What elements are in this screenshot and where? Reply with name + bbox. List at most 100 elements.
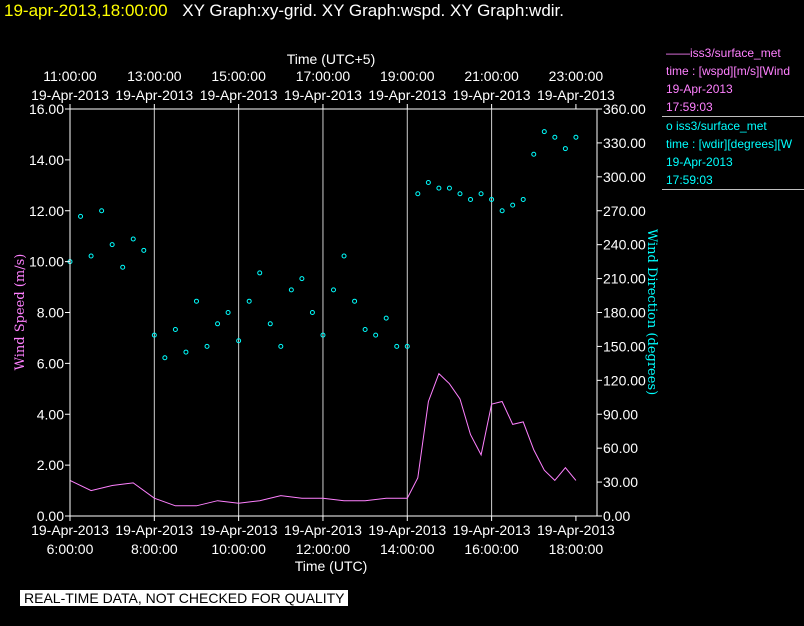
y-tick-label-right: 120.00 [603,372,646,388]
x-tick-label-top-time: 19:00:00 [380,68,435,84]
y-tick-label-right: 90.00 [603,406,638,422]
y-axis-title-left: Wind Speed (m/s) [13,254,28,371]
data-point-wdir [541,129,547,135]
x-tick-label-bottom-date: 19-Apr-2013 [537,522,615,538]
grid-lines [153,109,493,516]
data-point-wdir [299,276,305,282]
data-point-wdir [520,196,526,202]
data-point-wdir [246,298,252,304]
legend-wspd-var: time : [wspd][m/s][Wind [666,64,791,78]
y-tick-label-right: 60.00 [603,440,638,456]
data-point-wdir [373,332,379,338]
data-point-wdir [352,298,358,304]
y-tick-label-right: 270.00 [603,203,646,219]
y-tick-label-left: 6.00 [37,355,64,371]
data-point-wdir [88,253,94,259]
data-point-wdir [309,310,315,315]
data-point-wdir [478,191,484,197]
data-point-wdir [383,315,389,321]
legend-wdir-time: 17:59:03 [666,173,713,187]
x-tick-label-top-date: 19-Apr-2013 [284,87,362,103]
data-point-wdir [362,326,368,332]
legend-wspd-name: iss3/surface_met [690,46,781,60]
data-point-wdir [109,242,115,248]
x-tick-label-top-date: 19-Apr-2013 [200,87,278,103]
x-tick-label-bottom-time: 18:00:00 [549,541,604,557]
x-tick-label-top-time: 13:00:00 [127,68,182,84]
x-tick-label-bottom-time: 12:00:00 [296,541,351,557]
header-timestamp: 19-apr-2013,18:00:00 [4,1,168,20]
data-point-wdir [236,338,242,344]
y-tick-label-left: 16.00 [29,101,64,117]
data-point-wdir [489,196,495,202]
legend-wdir-date: 19-Apr-2013 [666,155,733,169]
data-point-wdir [394,343,400,349]
y-tick-label-left: 14.00 [29,152,64,168]
data-point-wdir [320,332,326,338]
legend: ——iss3/surface_met time : [wspd][m/s][Wi… [662,44,804,194]
y-tick-label-right: 330.00 [603,135,646,151]
data-point-wdir [162,355,168,361]
x-tick-label-top-time: 21:00:00 [464,68,519,84]
data-point-wdir [267,321,273,327]
x-tick-label-top-date: 19-Apr-2013 [368,87,446,103]
y-tick-label-right: 30.00 [603,474,638,490]
x-tick-label-top-date: 19-Apr-2013 [31,87,109,103]
data-point-wdir [341,253,347,259]
legend-entry-wspd: ——iss3/surface_met time : [wspd][m/s][Wi… [662,44,804,117]
y-tick-label-right: 240.00 [603,237,646,253]
data-point-wdir [172,326,178,332]
y-tick-label-right: 210.00 [603,271,646,287]
y-tick-label-right: 360.00 [603,101,646,117]
x-tick-label-top-date: 19-Apr-2013 [453,87,531,103]
x-tick-label-top-time: 15:00:00 [211,68,266,84]
header-graph-list: XY Graph:xy-grid. XY Graph:wspd. XY Grap… [182,1,565,20]
data-point-wdir [425,179,431,185]
x-tick-label-bottom-time: 14:00:00 [380,541,435,557]
data-point-wdir [130,236,136,242]
x-tick-label-bottom-time: 10:00:00 [211,541,266,557]
data-point-wdir [99,208,105,214]
x-tick-label-top-time: 23:00:00 [549,68,604,84]
y-tick-label-right: 150.00 [603,338,646,354]
y-tick-label-left: 0.00 [37,508,64,524]
series-layer [67,129,579,507]
data-point-wdir [204,343,210,349]
x-tick-label-bottom-time: 6:00:00 [47,541,94,557]
x-axis-title-bottom: Time (UTC) [295,558,368,574]
data-point-wdir [510,202,516,208]
x-tick-label-bottom-date: 19-Apr-2013 [200,522,278,538]
data-point-wdir [183,349,189,355]
data-point-wdir [468,196,474,202]
data-point-wdir [141,247,147,253]
legend-line-swatch: —— [666,46,690,60]
data-point-wdir [278,343,284,349]
x-axis-title-top: Time (UTC+5) [287,51,376,67]
y-tick-label-left: 2.00 [37,457,64,473]
data-point-wdir [193,298,199,304]
axes [65,104,602,521]
data-point-wdir [562,146,568,152]
data-point-wdir [120,264,126,270]
x-tick-label-bottom-date: 19-Apr-2013 [115,522,193,538]
y-tick-label-right: 0.00 [603,508,630,524]
plot-frame [69,108,598,517]
legend-wdir-var: time : [wdir][degrees][W [666,137,793,151]
data-point-wdir [436,185,442,191]
x-tick-label-bottom-date: 19-Apr-2013 [453,522,531,538]
legend-wspd-date: 19-Apr-2013 [666,82,733,96]
data-point-wdir [552,134,558,140]
y-tick-label-left: 12.00 [29,203,64,219]
y-tick-label-left: 4.00 [37,406,64,422]
x-tick-label-bottom-time: 16:00:00 [464,541,519,557]
legend-entry-wdir: o iss3/surface_met time : [wdir][degrees… [662,117,804,190]
data-point-wdir [415,191,421,197]
data-point-wdir [225,310,231,315]
tick-labels: 19-Apr-2013 6:00:00 19-Apr-2013 8:00:00 19-A… [29,68,646,557]
data-point-wdir [531,151,537,157]
x-tick-label-bottom-date: 19-Apr-2013 [368,522,446,538]
x-tick-label-top-time: 11:00:00 [43,68,97,84]
x-tick-label-top-date: 19-Apr-2013 [115,87,193,103]
x-tick-label-top-date: 19-Apr-2013 [537,87,615,103]
